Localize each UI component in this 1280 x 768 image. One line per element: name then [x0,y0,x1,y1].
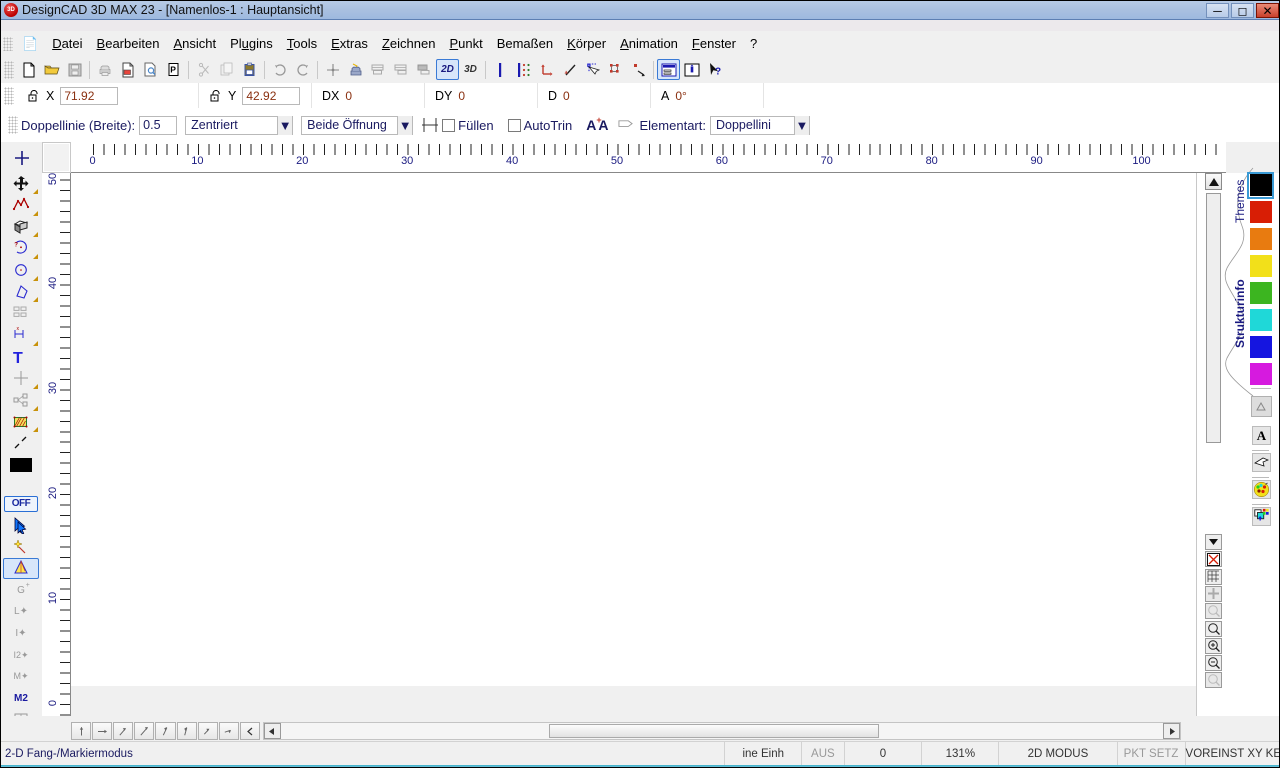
svg-text:T: T [13,350,23,367]
svg-text:?: ? [715,66,721,77]
svg-text:?: ? [14,243,18,249]
svg-text:x: x [17,326,20,332]
svg-text:P: P [170,64,176,74]
